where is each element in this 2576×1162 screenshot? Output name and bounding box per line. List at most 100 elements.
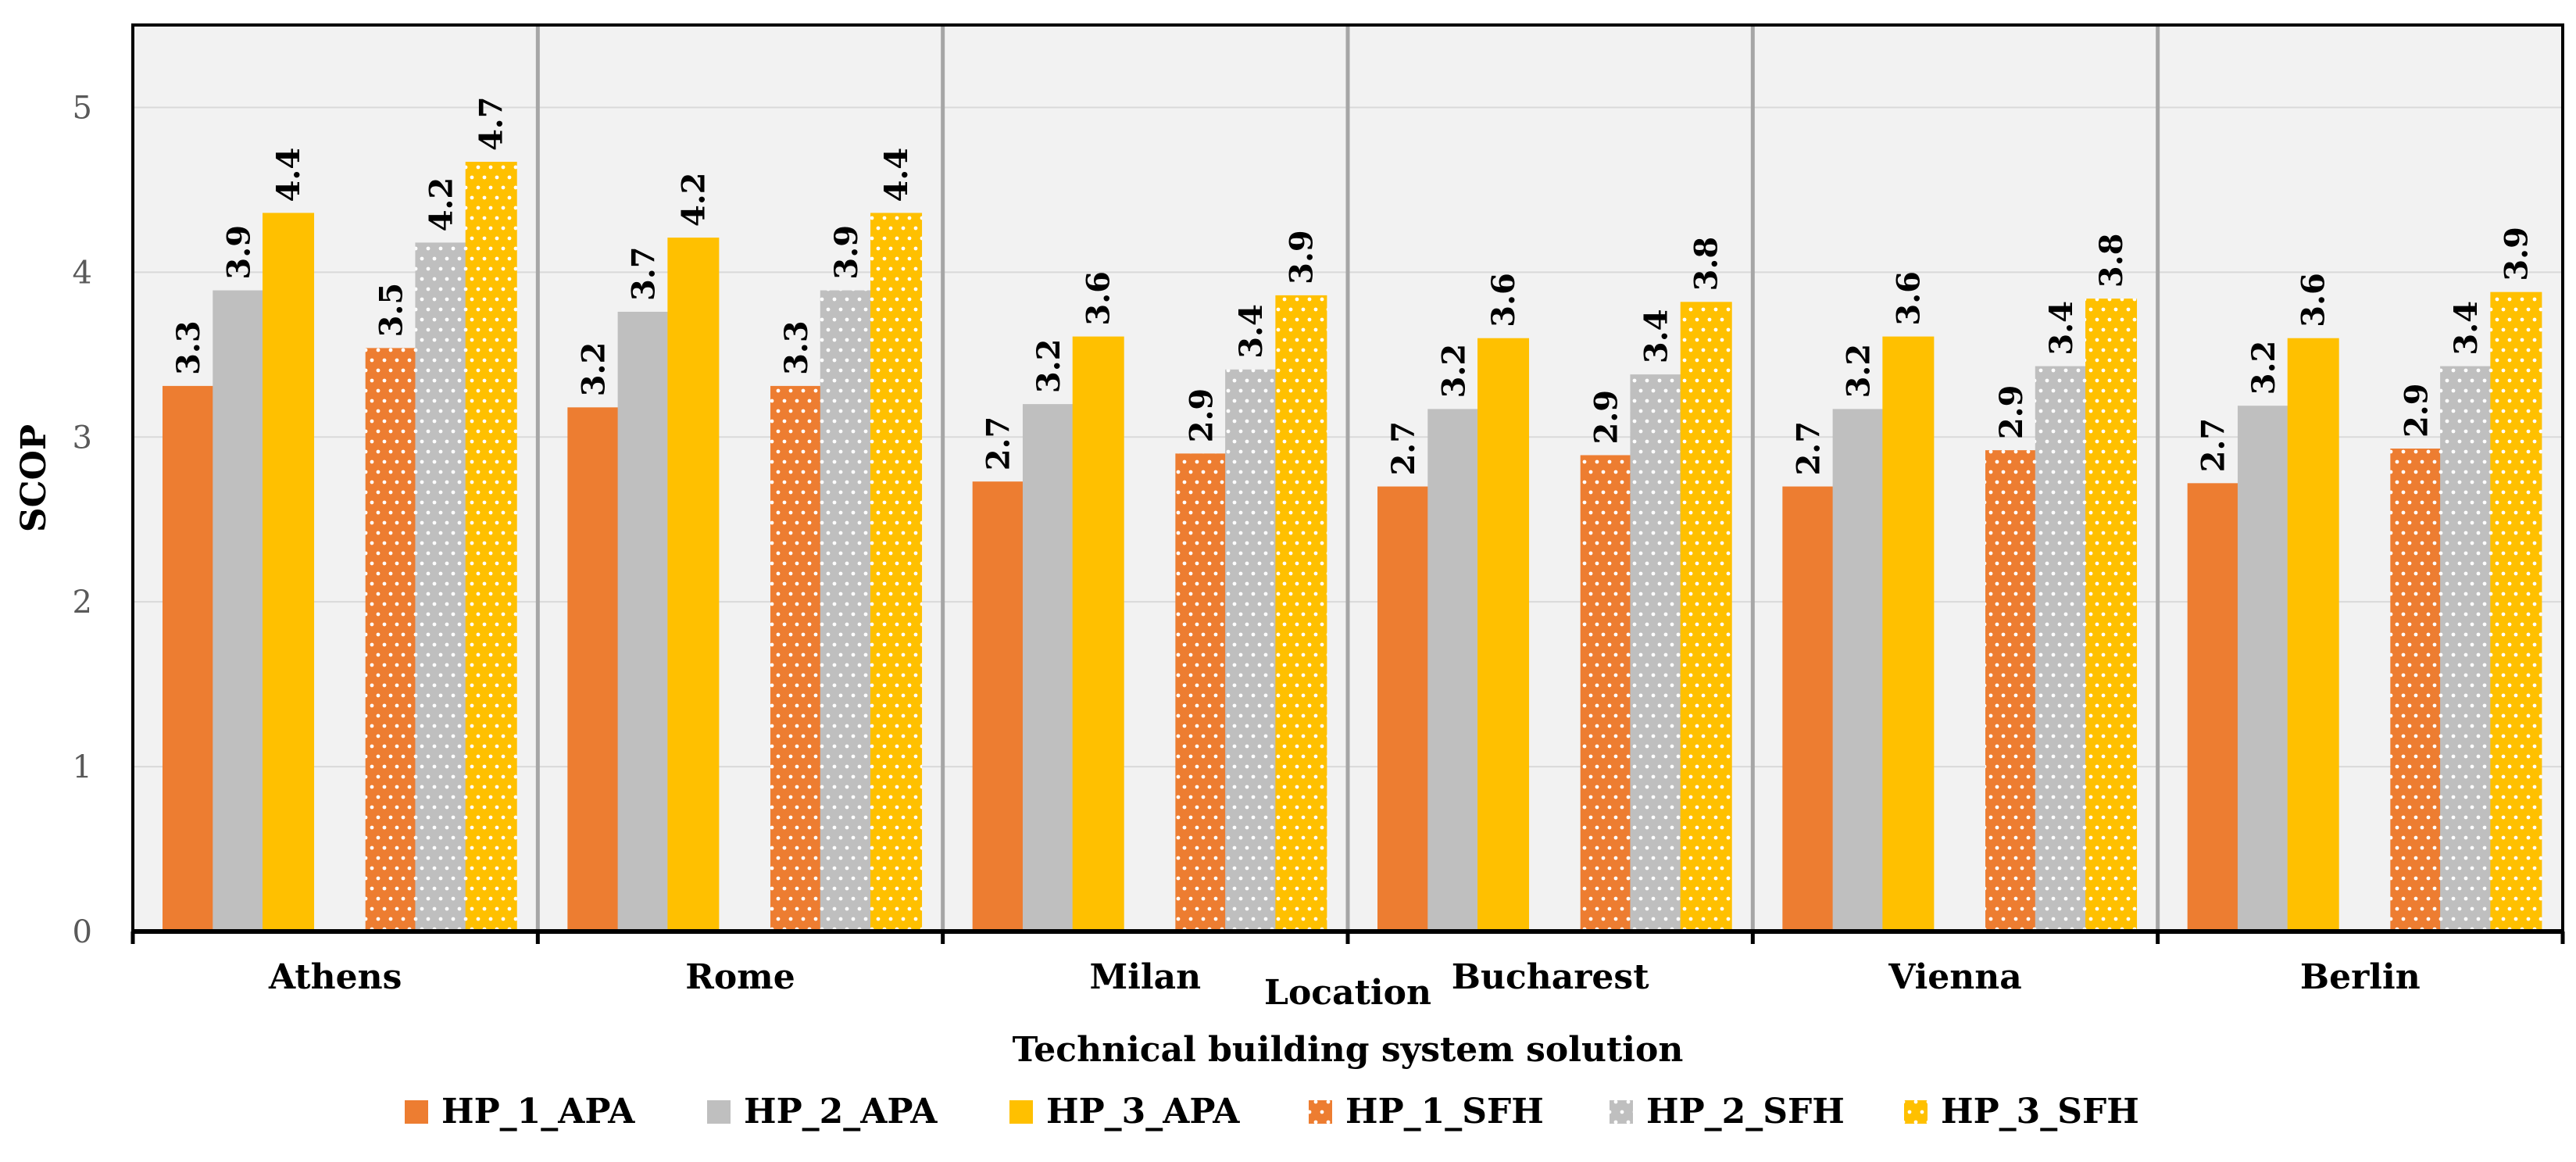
- legend-swatch-hp-2-apa: [707, 1100, 731, 1124]
- legend-label-hp-3-apa: HP_3_APA: [1046, 1092, 1240, 1132]
- legend-label-hp-2-sfh: HP_2_SFH: [1646, 1092, 1845, 1132]
- x-tick-label: Milan: [1090, 957, 1202, 997]
- bar-hp-2-apa-milan: [1022, 404, 1074, 931]
- data-label: 3.2: [1841, 344, 1878, 399]
- bar-hp-3-sfh-berlin: [2490, 291, 2542, 931]
- x-tick-label: Rome: [685, 957, 795, 997]
- data-label: 3.9: [828, 225, 865, 280]
- bar-hp-2-sfh-bucharest: [1630, 374, 1682, 931]
- bar-hp-3-apa-bucharest: [1477, 338, 1530, 931]
- x-tick-label: Vienna: [1888, 957, 2022, 997]
- data-label: 3.4: [2043, 301, 2080, 356]
- bar-hp-1-sfh-rome: [770, 385, 823, 932]
- bar-hp-1-apa-athens: [163, 385, 215, 932]
- bar-hp-2-apa-bucharest: [1427, 409, 1480, 931]
- bar-hp-1-apa-berlin: [2187, 483, 2239, 931]
- bar-hp-2-apa-berlin: [2237, 406, 2289, 931]
- data-label: 3.6: [1485, 273, 1522, 327]
- bar-hp-2-apa-rome: [617, 311, 670, 931]
- bar-hp-1-apa-bucharest: [1377, 486, 1430, 931]
- data-label: 3.4: [2448, 301, 2485, 356]
- legend-label-hp-1-sfh: HP_1_SFH: [1345, 1092, 1544, 1132]
- data-label: 3.6: [2296, 273, 2332, 327]
- legend-swatch-hp-2-sfh: [1610, 1100, 1633, 1124]
- legend-swatch-hp-1-sfh: [1309, 1100, 1332, 1124]
- data-label: 2.9: [1993, 385, 2030, 440]
- bar-hp-3-apa-milan: [1072, 336, 1124, 932]
- y-tick-label: 4: [73, 255, 92, 291]
- y-tick-label: 0: [73, 914, 92, 950]
- data-label: 2.9: [2398, 383, 2435, 438]
- data-label: 3.7: [626, 246, 663, 301]
- legend-label-hp-3-sfh: HP_3_SFH: [1941, 1092, 2139, 1132]
- y-tick-label: 5: [73, 90, 92, 126]
- x-axis-title: Location: [1264, 973, 1431, 1013]
- bar-hp-3-apa-athens: [263, 213, 315, 931]
- x-tick-label: Berlin: [2300, 957, 2421, 997]
- bar-hp-3-apa-vienna: [1882, 336, 1935, 932]
- bar-hp-2-sfh-vienna: [2035, 366, 2087, 932]
- bar-hp-3-sfh-bucharest: [1680, 302, 1732, 931]
- bar-hp-1-sfh-berlin: [2390, 449, 2442, 931]
- bar-hp-3-apa-berlin: [2287, 338, 2339, 931]
- y-tick-label: 3: [73, 420, 92, 456]
- data-label: 4.2: [423, 177, 459, 232]
- legend-swatch-hp-3-apa: [1009, 1100, 1033, 1124]
- bar-hp-1-sfh-vienna: [1985, 450, 2038, 931]
- bar-hp-1-apa-milan: [972, 481, 1024, 931]
- bar-hp-2-sfh-rome: [820, 290, 872, 932]
- data-label: 3.4: [1638, 309, 1674, 364]
- bar-hp-3-apa-rome: [667, 238, 720, 931]
- legend-swatch-hp-3-sfh: [1904, 1100, 1928, 1124]
- data-label: 4.7: [473, 96, 510, 151]
- bar-hp-3-sfh-milan: [1275, 295, 1327, 932]
- data-label: 2.7: [1385, 421, 1422, 476]
- bar-hp-1-apa-vienna: [1782, 486, 1835, 931]
- data-label: 3.9: [220, 225, 257, 280]
- x-axis-subtitle: Technical building system solution: [1013, 1030, 1684, 1070]
- data-label: 3.2: [2246, 341, 2282, 395]
- bar-hp-1-sfh-bucharest: [1580, 455, 1632, 931]
- legend-label-hp-1-apa: HP_1_APA: [441, 1092, 635, 1132]
- data-label: 4.4: [878, 148, 915, 202]
- data-label: 2.7: [2195, 418, 2232, 473]
- bar-hp-2-sfh-berlin: [2440, 366, 2492, 932]
- data-label: 2.9: [1588, 390, 1625, 445]
- bar-hp-2-apa-vienna: [1832, 409, 1885, 931]
- y-tick-label: 2: [73, 585, 92, 620]
- x-tick-label: Bucharest: [1452, 957, 1649, 997]
- bar-hp-2-sfh-milan: [1225, 369, 1277, 931]
- bar-hp-1-sfh-milan: [1175, 453, 1227, 931]
- data-label: 3.2: [575, 342, 612, 397]
- bar-hp-1-sfh-athens: [365, 348, 417, 931]
- data-label: 3.9: [1283, 230, 1320, 284]
- x-tick-label: Athens: [268, 957, 402, 997]
- bar-hp-2-sfh-athens: [415, 242, 467, 931]
- data-label: 3.4: [1233, 304, 1270, 359]
- bar-hp-3-sfh-rome: [870, 213, 923, 931]
- data-label: 4.2: [675, 172, 712, 227]
- bar-hp-2-apa-athens: [213, 290, 265, 932]
- data-label: 3.3: [170, 320, 207, 375]
- bar-hp-1-apa-rome: [567, 407, 620, 931]
- data-label: 3.2: [1435, 344, 1472, 399]
- data-label: 3.3: [778, 320, 815, 375]
- data-label: 3.6: [1081, 271, 1117, 326]
- legend-swatch-hp-1-apa: [405, 1100, 428, 1124]
- data-label: 4.4: [270, 148, 307, 202]
- bar-hp-3-sfh-athens: [465, 162, 517, 931]
- data-label: 2.7: [1790, 421, 1827, 476]
- legend-label-hp-2-apa: HP_2_APA: [744, 1092, 938, 1132]
- bar-hp-3-sfh-vienna: [2085, 299, 2138, 931]
- data-label: 3.6: [1890, 271, 1927, 326]
- data-label: 3.5: [373, 283, 410, 338]
- y-axis-title: SCOP: [14, 424, 54, 532]
- data-label: 3.8: [2093, 234, 2130, 288]
- data-label: 2.9: [1183, 388, 1220, 443]
- data-label: 3.2: [1031, 338, 1067, 393]
- data-label: 3.9: [2498, 227, 2535, 281]
- data-label: 2.7: [981, 417, 1017, 471]
- y-tick-label: 1: [73, 749, 92, 785]
